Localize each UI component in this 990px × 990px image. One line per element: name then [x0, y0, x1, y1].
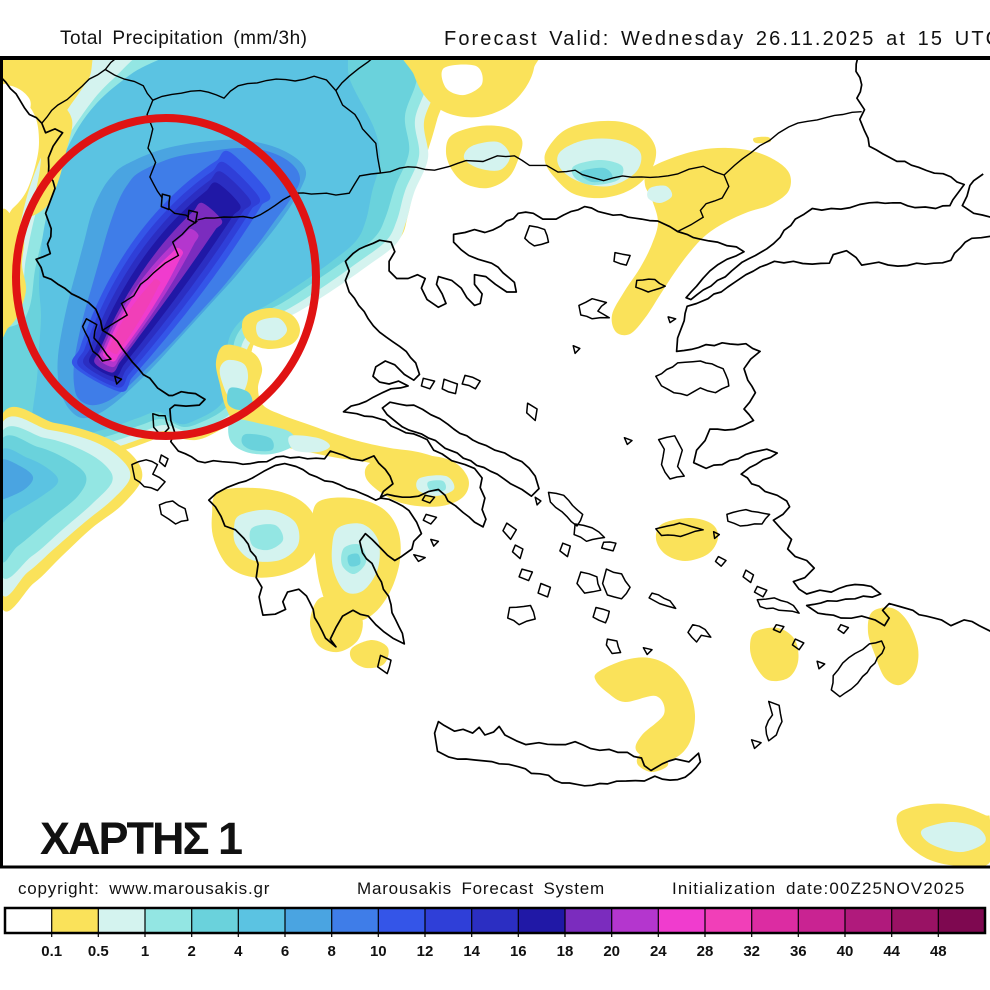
svg-text:18: 18 [557, 943, 574, 960]
svg-text:copyright: www.marousakis.gr: copyright: www.marousakis.gr [18, 879, 270, 898]
svg-text:40: 40 [837, 943, 854, 960]
svg-text:14: 14 [463, 943, 480, 960]
svg-text:Marousakis Forecast System: Marousakis Forecast System [357, 879, 605, 898]
svg-text:28: 28 [697, 943, 714, 960]
svg-text:10: 10 [370, 943, 387, 960]
svg-text:Total Precipitation (mm/3h): Total Precipitation (mm/3h) [60, 28, 307, 49]
svg-text:ΧΑΡΤΗΣ 1: ΧΑΡΤΗΣ 1 [40, 813, 242, 864]
svg-text:16: 16 [510, 943, 527, 960]
svg-text:0.1: 0.1 [41, 943, 62, 960]
svg-text:Forecast Valid: Wednesday 26.1: Forecast Valid: Wednesday 26.11.2025 at … [444, 28, 990, 50]
svg-text:48: 48 [930, 943, 947, 960]
svg-text:1: 1 [141, 943, 149, 960]
svg-text:Initialization date:00Z25NOV20: Initialization date:00Z25NOV2025 [672, 879, 965, 898]
svg-text:20: 20 [603, 943, 620, 960]
svg-text:0.5: 0.5 [88, 943, 109, 960]
svg-text:8: 8 [328, 943, 336, 960]
svg-text:6: 6 [281, 943, 289, 960]
svg-text:24: 24 [650, 943, 667, 960]
svg-text:4: 4 [234, 943, 243, 960]
svg-text:2: 2 [188, 943, 196, 960]
svg-text:12: 12 [417, 943, 434, 960]
svg-text:36: 36 [790, 943, 807, 960]
svg-text:32: 32 [743, 943, 760, 960]
svg-text:44: 44 [883, 943, 900, 960]
